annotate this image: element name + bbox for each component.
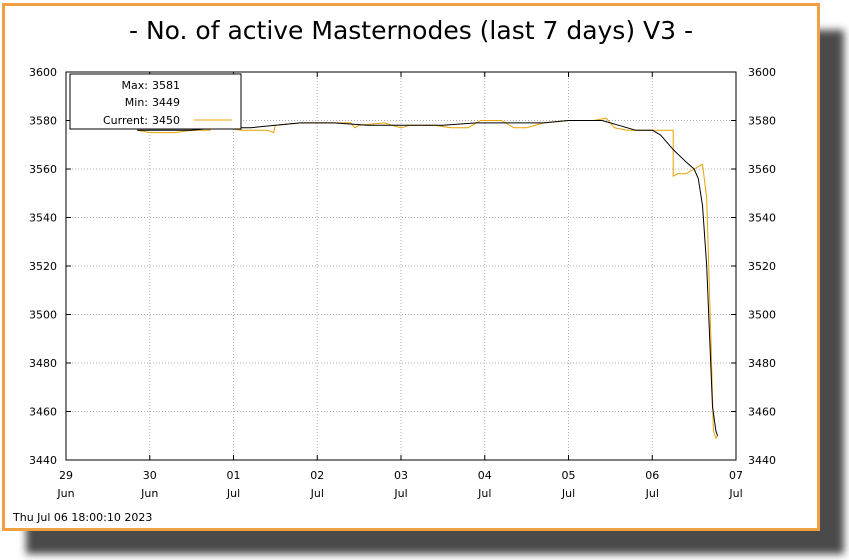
legend-min-label: Min: [125, 96, 148, 109]
series-layer [137, 117, 719, 439]
y-tick-label-left: 3460 [29, 406, 57, 419]
y-tick-label-right: 3440 [748, 454, 776, 467]
chart-title: - No. of active Masternodes (last 7 days… [128, 16, 694, 45]
y-tick-label-right: 3560 [748, 163, 776, 176]
y-tick-label-left: 3600 [29, 66, 57, 79]
y-tick-label-right: 3520 [748, 260, 776, 273]
y-tick-label-right: 3500 [748, 309, 776, 322]
x-tick-label-month: Jul [477, 487, 491, 500]
x-tick-label-day: 03 [394, 469, 408, 482]
y-tick-label-right: 3540 [748, 212, 776, 225]
legend-current-value: 3450 [152, 114, 180, 127]
x-tick-label-day: 06 [645, 469, 659, 482]
legend-max-value: 3581 [152, 79, 180, 92]
x-tick-label-day: 02 [310, 469, 324, 482]
x-tick-label-month: Jul [645, 487, 659, 500]
y-tick-label-left: 3560 [29, 163, 57, 176]
legend-min-value: 3449 [152, 96, 180, 109]
x-tick-label-month: Jun [56, 487, 74, 500]
x-tick-label-day: 29 [59, 469, 73, 482]
x-tick-label-day: 04 [478, 469, 492, 482]
legend-current-label: Current: [103, 114, 148, 127]
x-tick-label-month: Jun [140, 487, 158, 500]
y-tick-label-right: 3480 [748, 357, 776, 370]
x-tick-label-month: Jul [226, 487, 240, 500]
x-tick-label-month: Jul [393, 487, 407, 500]
legend: Max: 3581 Min: 3449 Current: 3450 [69, 73, 242, 130]
y-tick-label-left: 3520 [29, 260, 57, 273]
y-tick-label-left: 3480 [29, 357, 57, 370]
legend-max-label: Max: [122, 79, 148, 92]
x-tick-label-day: 01 [227, 469, 241, 482]
series-line-smooth [137, 120, 719, 436]
y-tick-label-right: 3580 [748, 115, 776, 128]
y-tick-label-right: 3460 [748, 406, 776, 419]
x-tick-label-day: 30 [143, 469, 157, 482]
y-tick-label-left: 3580 [29, 115, 57, 128]
timestamp: Thu Jul 06 18:00:10 2023 [13, 511, 153, 524]
axes: 3440 3440 3460 3460 3480 3480 3500 3500 3520 3520… [29, 66, 776, 500]
x-tick-label-month: Jul [310, 487, 324, 500]
y-tick-label-right: 3600 [748, 66, 776, 79]
y-tick-label-left: 3440 [29, 454, 57, 467]
y-tick-label-left: 3540 [29, 212, 57, 225]
x-tick-label-day: 05 [562, 469, 576, 482]
series-line-raw [137, 117, 719, 439]
x-tick-label-month: Jul [728, 487, 742, 500]
x-tick-label-month: Jul [561, 487, 575, 500]
x-tick-label-day: 07 [729, 469, 743, 482]
y-tick-label-left: 3500 [29, 309, 57, 322]
